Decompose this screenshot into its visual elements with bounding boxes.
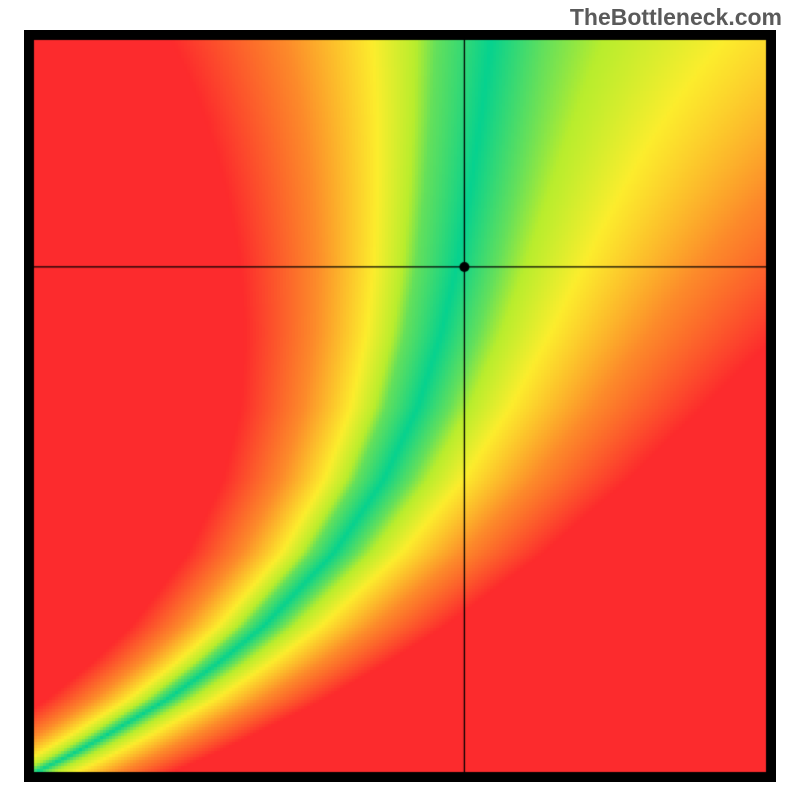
root-container: TheBottleneck.com <box>0 0 800 800</box>
bottleneck-heatmap <box>24 30 776 782</box>
heatmap-canvas <box>24 30 776 782</box>
watermark-text: TheBottleneck.com <box>570 4 782 31</box>
